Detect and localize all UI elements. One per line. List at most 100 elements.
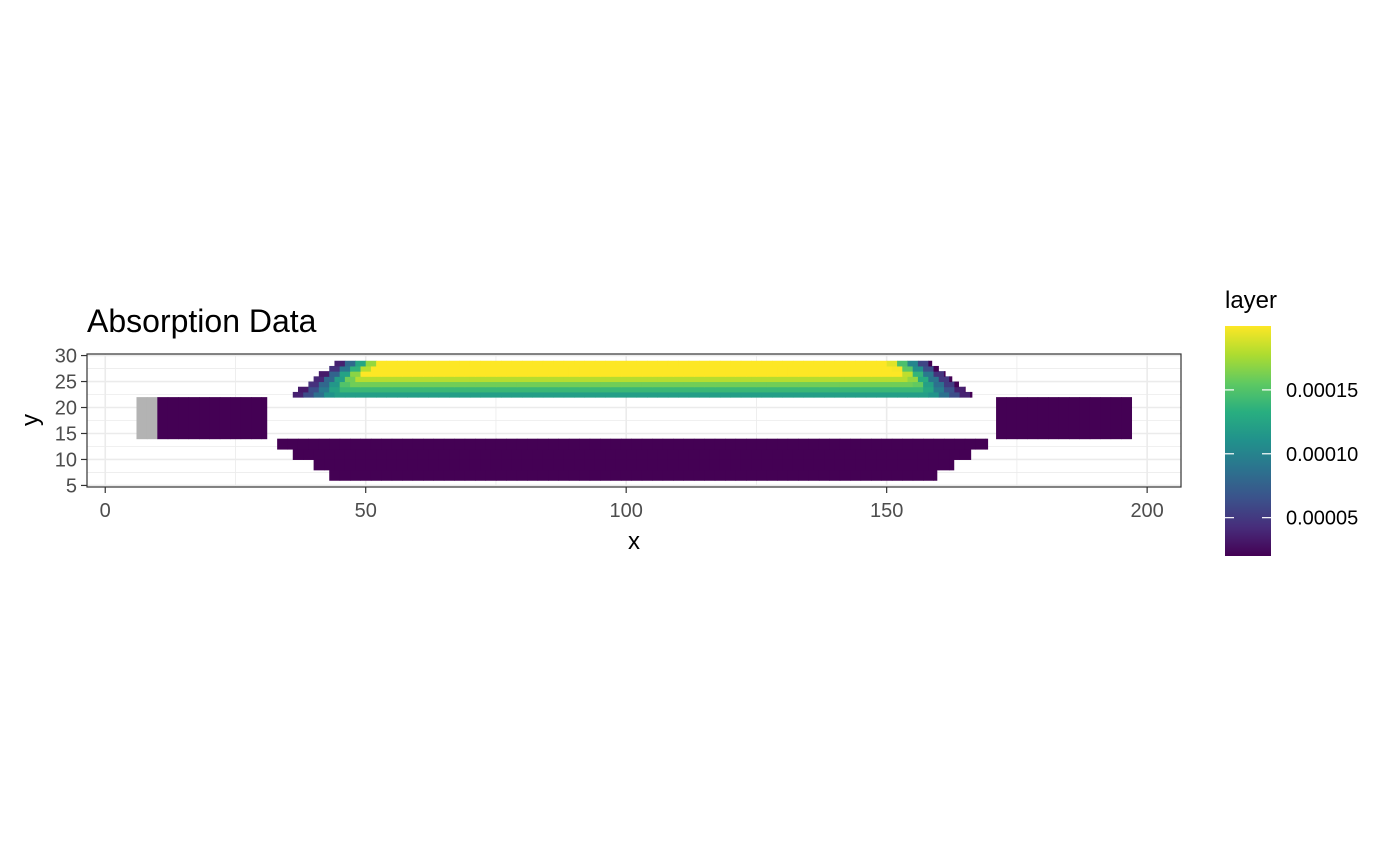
heatmap-cell xyxy=(855,459,867,471)
heatmap-cell xyxy=(417,449,429,460)
heatmap-cell xyxy=(787,469,799,481)
heatmap-cell xyxy=(402,469,414,481)
heatmap-cell xyxy=(297,386,309,393)
heatmap-cell xyxy=(824,376,836,383)
heatmap-cell xyxy=(787,365,799,372)
heatmap-cell xyxy=(454,371,466,377)
heatmap-cell xyxy=(912,438,924,450)
heatmap-cell xyxy=(386,449,398,460)
heatmap-cell xyxy=(381,365,393,372)
heatmap-cell xyxy=(485,365,497,372)
heatmap-cell xyxy=(657,360,669,367)
heatmap-cell xyxy=(490,459,502,471)
heatmap-cell xyxy=(803,360,815,367)
heatmap-cell xyxy=(740,459,752,471)
heatmap-cell xyxy=(480,459,492,471)
heatmap-cell xyxy=(933,371,945,377)
heatmap-cell xyxy=(871,386,882,393)
heatmap-cell xyxy=(813,360,825,367)
heatmap-cell xyxy=(740,376,752,383)
heatmap-cell xyxy=(600,438,612,450)
heatmap-cell xyxy=(751,449,763,460)
heatmap-cell xyxy=(485,381,497,388)
heatmap-cell xyxy=(970,391,973,398)
heatmap-cell xyxy=(803,391,815,398)
heatmap-cell xyxy=(949,459,955,471)
heatmap-cell xyxy=(313,391,325,398)
heatmap-cell xyxy=(542,449,554,460)
heatmap-cell xyxy=(209,397,221,440)
heatmap-cell xyxy=(834,376,846,383)
heatmap-cell xyxy=(902,438,914,450)
heatmap-cell xyxy=(620,371,632,377)
heatmap-cell xyxy=(475,371,487,377)
heatmap-cell xyxy=(568,381,580,388)
heatmap-cell xyxy=(714,386,726,393)
heatmap-cell xyxy=(428,391,440,398)
heatmap-cell xyxy=(891,371,903,377)
heatmap-cell xyxy=(318,371,330,377)
heatmap-cell xyxy=(344,391,356,398)
heatmap-cell xyxy=(881,371,893,377)
heatmap-cell xyxy=(855,391,867,398)
heatmap-cell xyxy=(777,365,789,372)
heatmap-cell xyxy=(897,376,908,383)
heatmap-cell xyxy=(527,438,539,450)
heatmap-cell xyxy=(610,381,622,388)
heatmap-cell xyxy=(334,459,346,471)
heatmap-cell xyxy=(370,371,382,377)
heatmap-cell xyxy=(329,371,341,377)
x-tick-label: 50 xyxy=(355,500,377,522)
heatmap-cell xyxy=(370,381,382,388)
heatmap-cell xyxy=(975,438,987,450)
heatmap-cell xyxy=(396,376,408,383)
heatmap-cell xyxy=(933,381,945,388)
heatmap-cell xyxy=(454,381,466,388)
heatmap-cell xyxy=(438,376,450,383)
heatmap-cell xyxy=(808,438,820,450)
heatmap-cell xyxy=(313,449,325,460)
heatmap-cell xyxy=(370,386,382,393)
heatmap-cell xyxy=(615,391,627,398)
heatmap-cell xyxy=(521,391,533,398)
heatmap-cell xyxy=(433,381,445,388)
heatmap-cell xyxy=(704,371,716,377)
heatmap-cell xyxy=(662,386,674,393)
heatmap-cell xyxy=(589,381,601,388)
heatmap-cell xyxy=(860,365,872,372)
heatmap-cell xyxy=(501,449,513,460)
x-tick-label: 100 xyxy=(609,500,642,522)
heatmap-cell xyxy=(355,449,367,460)
heatmap-cell xyxy=(438,449,450,460)
heatmap-cell xyxy=(516,469,528,481)
heatmap-cell xyxy=(792,449,804,460)
heatmap-cell xyxy=(579,371,591,377)
heatmap-cell xyxy=(495,386,507,393)
heatmap-cell xyxy=(813,391,825,398)
heatmap-cell xyxy=(641,469,653,481)
heatmap-cell xyxy=(308,386,320,393)
heatmap-cell xyxy=(412,469,424,481)
heatmap-cell xyxy=(433,365,445,372)
heatmap-cell xyxy=(495,371,507,377)
heatmap-cell xyxy=(568,365,580,372)
heatmap-cell xyxy=(829,438,841,450)
heatmap-cell xyxy=(1110,397,1122,440)
heatmap-cell xyxy=(610,365,622,372)
heatmap-cell xyxy=(954,381,959,388)
heatmap-cell xyxy=(871,381,882,388)
heatmap-cell xyxy=(423,386,434,393)
heatmap-cell xyxy=(688,459,700,471)
heatmap-cell xyxy=(683,381,695,388)
heatmap-cell xyxy=(313,376,325,383)
heatmap-cell xyxy=(923,371,935,377)
heatmap-cell xyxy=(339,469,351,481)
heatmap-cell xyxy=(402,438,414,450)
heatmap-cell xyxy=(355,360,367,367)
heatmap-cell xyxy=(563,376,575,383)
heatmap-cell xyxy=(563,459,575,471)
heatmap-cell xyxy=(813,376,825,383)
heatmap-cell xyxy=(949,376,953,383)
heatmap-cell xyxy=(485,386,497,393)
heatmap-cell xyxy=(480,360,492,367)
